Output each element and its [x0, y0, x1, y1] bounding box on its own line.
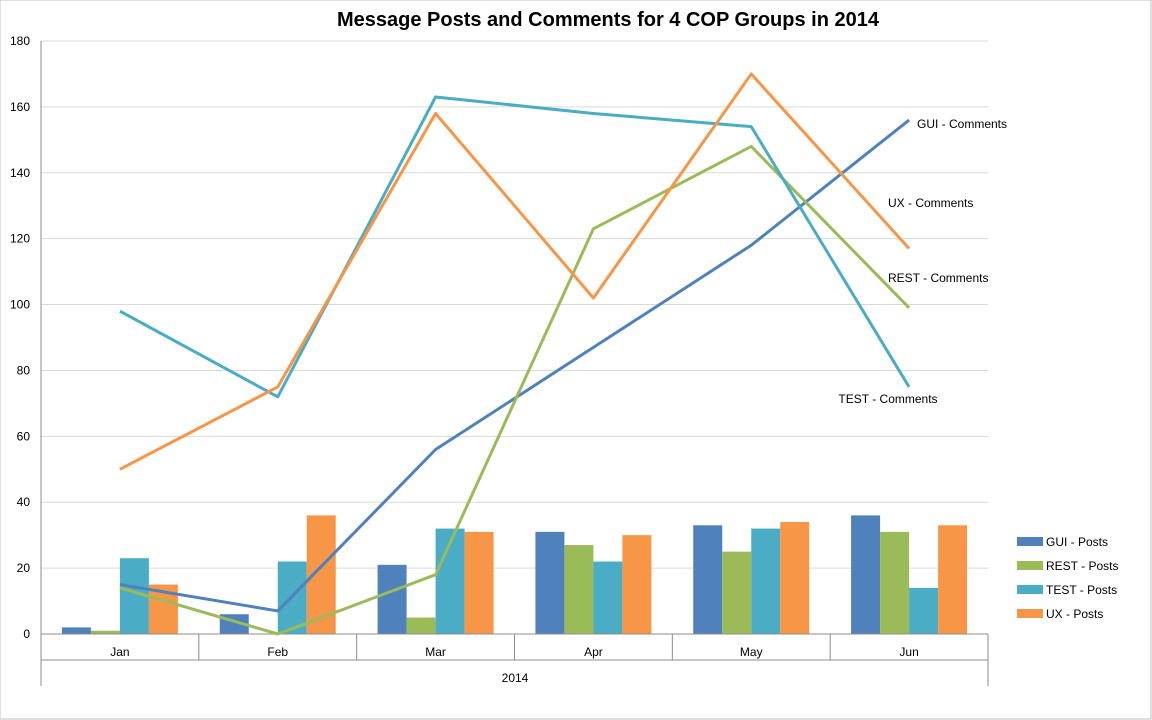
bar-rest-posts-jun [880, 531, 910, 634]
bar-series [61, 515, 968, 634]
bar-ux-posts-jun [938, 525, 968, 634]
legend-swatch [1017, 585, 1043, 594]
x-tick-label: Jan [110, 645, 129, 659]
bar-rest-posts-mar [406, 617, 436, 634]
gridlines [41, 40, 988, 569]
y-tick-label: 0 [23, 627, 30, 641]
y-tick-label: 140 [10, 166, 30, 180]
legend-label: UX - Posts [1046, 607, 1103, 621]
chart-title: Message Posts and Comments for 4 COP Gro… [337, 9, 880, 31]
bar-gui-posts-jan [61, 627, 91, 634]
bar-ux-posts-apr [622, 535, 652, 634]
bar-rest-posts-jan [90, 630, 120, 634]
y-tick-label: 160 [10, 100, 30, 114]
y-tick-label: 40 [17, 495, 31, 509]
x-axis-label: 2014 [502, 671, 529, 685]
line-ux-comments [119, 72, 911, 471]
x-tick-label: Apr [584, 645, 603, 659]
y-tick-label: 120 [10, 232, 30, 246]
line-series [119, 72, 911, 636]
legend-label: GUI - Posts [1046, 535, 1108, 549]
line-label: REST - Comments [888, 271, 988, 285]
bar-gui-posts-may [693, 525, 723, 634]
y-tick-label: 60 [17, 429, 31, 443]
legend-swatch [1017, 537, 1043, 546]
bar-gui-posts-apr [535, 531, 565, 634]
bar-rest-posts-may [722, 551, 752, 634]
x-tick-label: May [740, 645, 763, 659]
line-labels: GUI - Comments REST - Comments TEST - Comm… [838, 117, 1007, 406]
legend-swatch [1017, 609, 1043, 618]
bar-test-posts-apr [593, 561, 623, 634]
line-label: GUI - Comments [917, 117, 1007, 131]
legend-label: TEST - Posts [1046, 583, 1117, 597]
x-axis: Jan Feb Mar Apr May Jun [41, 633, 989, 686]
x-tick-label: Jun [899, 645, 918, 659]
line-test-comments [119, 95, 911, 399]
bar-ux-posts-may [780, 521, 810, 634]
line-rest-comments [119, 144, 911, 636]
bar-test-posts-jun [909, 587, 939, 634]
y-tick-label: 100 [10, 298, 30, 312]
x-tick-label: Feb [267, 645, 288, 659]
y-tick-label: 80 [17, 363, 31, 377]
line-label: UX - Comments [888, 196, 973, 210]
legend-label: REST - Posts [1046, 559, 1118, 573]
y-tick-label: 180 [10, 34, 30, 48]
legend-swatch [1017, 561, 1043, 570]
bar-rest-posts-apr [564, 545, 594, 634]
bar-ux-posts-mar [464, 531, 494, 634]
y-axis-ticks: 0 20 40 60 80 100 120 140 160 180 [10, 34, 42, 686]
bar-gui-posts-jun [851, 515, 881, 634]
line-label: TEST - Comments [838, 392, 937, 406]
x-tick-label: Mar [425, 645, 446, 659]
y-tick-label: 20 [17, 561, 31, 575]
bar-gui-posts-mar [377, 564, 407, 634]
legend: GUI - Posts REST - Posts TEST - Posts UX - … [1017, 535, 1118, 621]
bar-test-posts-may [751, 528, 781, 634]
